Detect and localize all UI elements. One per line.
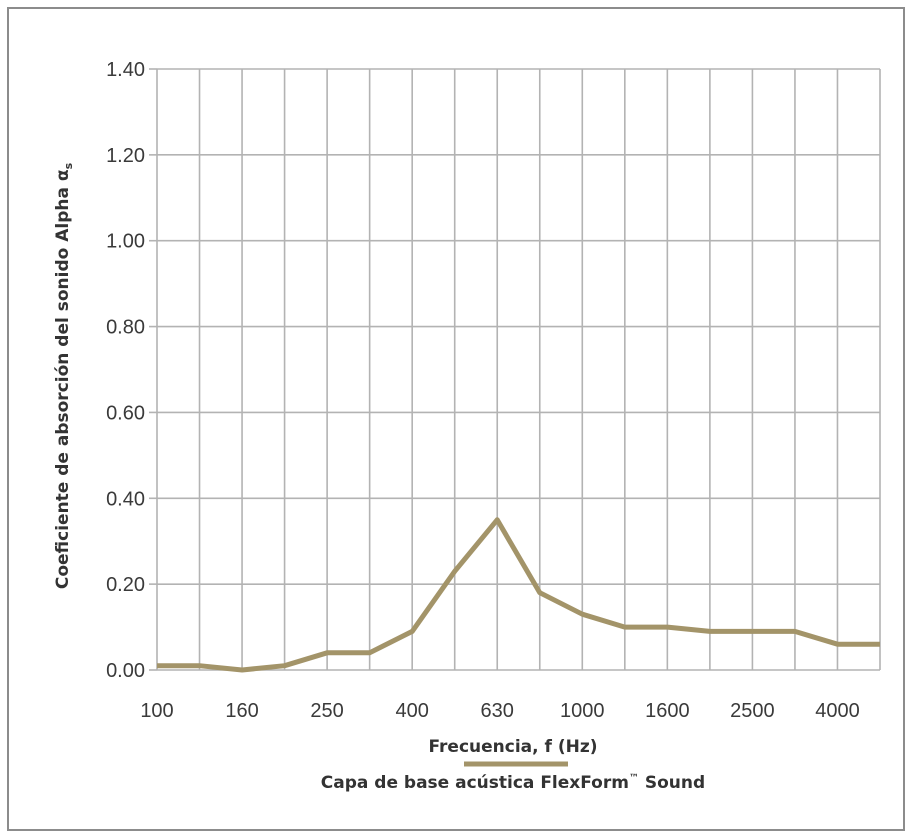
y-tick-label: 0.80 bbox=[106, 317, 145, 339]
y-tick-label: 1.20 bbox=[106, 145, 145, 167]
legend-label-trademark: ™ bbox=[629, 773, 639, 784]
x-tick-label: 1000 bbox=[560, 700, 605, 722]
y-tick-label: 1.00 bbox=[106, 231, 145, 253]
y-tick-label: 0.00 bbox=[106, 660, 145, 682]
series-line bbox=[157, 517, 880, 673]
x-tick-label: 400 bbox=[395, 700, 428, 722]
legend-label-main: Capa de base acústica FlexForm bbox=[321, 773, 629, 793]
x-tick-labels: 100 160 250 400 630 1000 1600 2500 4000 bbox=[140, 700, 859, 722]
x-tick-label: 4000 bbox=[815, 700, 860, 722]
y-tick-labels: 0.00 0.20 0.40 0.60 0.80 1.00 1.20 1.40 bbox=[106, 59, 145, 682]
x-tick-label: 250 bbox=[310, 700, 343, 722]
y-axis-title: Coeficiente de absorción del sonido Alph… bbox=[53, 162, 75, 589]
grid bbox=[149, 68, 881, 671]
y-tick-label: 1.40 bbox=[106, 59, 145, 81]
y-tick-label: 0.20 bbox=[106, 574, 145, 596]
y-axis-title-subscript: s bbox=[62, 162, 75, 169]
y-axis-title-main: Coeficiente de absorción del sonido Alph… bbox=[53, 169, 73, 589]
x-tick-label: 160 bbox=[225, 700, 258, 722]
x-axis-title: Frecuencia, f (Hz) bbox=[429, 737, 598, 757]
x-tick-label: 2500 bbox=[730, 700, 775, 722]
x-tick-label: 630 bbox=[481, 700, 514, 722]
series-layer bbox=[157, 517, 880, 673]
legend-label-tail: Sound bbox=[639, 773, 705, 793]
y-tick-label: 0.40 bbox=[106, 488, 145, 510]
y-tick-label: 0.60 bbox=[106, 402, 145, 424]
x-tick-label: 100 bbox=[140, 700, 173, 722]
x-tick-label: 1600 bbox=[645, 700, 690, 722]
legend-label: Capa de base acústica FlexForm™ Sound bbox=[321, 773, 705, 793]
